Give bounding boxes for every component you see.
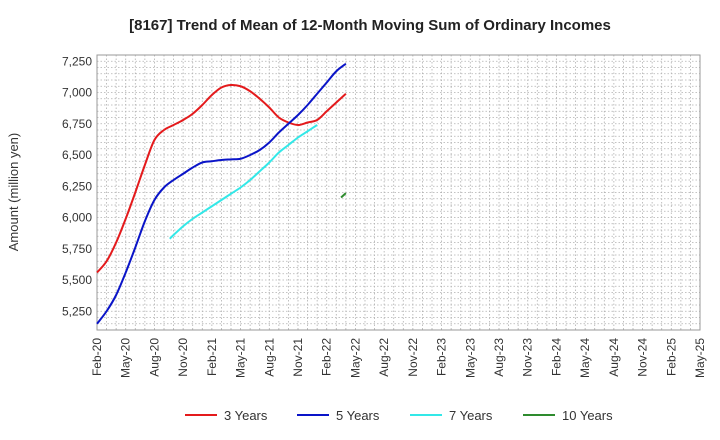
series-lines: [96, 62, 347, 325]
y-tick-label: 6,500: [62, 148, 92, 162]
legend-label-10-years: 10 Years: [562, 408, 613, 423]
x-tick-label: Aug-20: [147, 338, 161, 377]
x-tick-label: May-24: [578, 338, 592, 378]
legend: 3 Years 5 Years 7 Years 10 Years: [185, 408, 613, 423]
x-tick-label: Aug-24: [607, 338, 621, 377]
legend-label-7-years: 7 Years: [449, 408, 493, 423]
x-tick-label: May-25: [693, 338, 707, 378]
x-tick-label: May-22: [348, 338, 362, 378]
y-axis-ticks: 5,250 5,500 5,750 6,000 6,250 6,500 6,750 7,000…: [62, 54, 92, 318]
x-tick-label: Aug-22: [377, 338, 391, 377]
x-tick-label: Nov-21: [291, 338, 305, 377]
x-tick-label: Feb-24: [549, 338, 563, 376]
x-tick-label: Feb-20: [90, 338, 104, 376]
plot-area-border: [96, 54, 701, 331]
x-tick-label: May-23: [463, 338, 477, 378]
x-tick-label: Feb-22: [320, 338, 334, 376]
x-tick-label: Aug-23: [492, 338, 506, 377]
chart-title: [8167] Trend of Mean of 12-Month Moving …: [129, 17, 611, 34]
x-axis-ticks: Feb-20 May-20 Aug-20 Nov-20 Feb-21 May-21 Aug-…: [90, 338, 707, 378]
x-tick-label: Feb-25: [664, 338, 678, 376]
series-line-7-years: [169, 124, 318, 240]
legend-label-3-years: 3 Years: [224, 408, 268, 423]
y-tick-label: 6,250: [62, 179, 92, 193]
y-axis-label: Amount (million yen): [6, 133, 21, 252]
x-tick-label: Nov-24: [636, 338, 650, 377]
x-tick-label: May-20: [119, 338, 133, 378]
y-tick-label: 7,250: [62, 54, 92, 68]
x-tick-label: Feb-23: [435, 338, 449, 376]
legend-label-5-years: 5 Years: [336, 408, 380, 423]
y-tick-label: 7,000: [62, 86, 92, 100]
series-line-3-years: [96, 83, 347, 274]
y-tick-label: 5,500: [62, 273, 92, 287]
y-tick-label: 5,750: [62, 242, 92, 256]
x-tick-label: Nov-23: [521, 338, 535, 377]
x-tick-label: Feb-21: [205, 338, 219, 376]
y-tick-label: 5,250: [62, 304, 92, 318]
x-tick-label: May-21: [234, 338, 248, 378]
x-tick-label: Nov-22: [406, 338, 420, 377]
x-tick-label: Aug-21: [262, 338, 276, 377]
y-tick-label: 6,000: [62, 211, 92, 225]
x-tick-label: Nov-20: [176, 338, 190, 377]
series-line-10-years: [340, 192, 347, 199]
y-tick-label: 6,750: [62, 117, 92, 131]
series-line-5-years: [96, 62, 347, 325]
grid-lines: [96, 54, 701, 331]
